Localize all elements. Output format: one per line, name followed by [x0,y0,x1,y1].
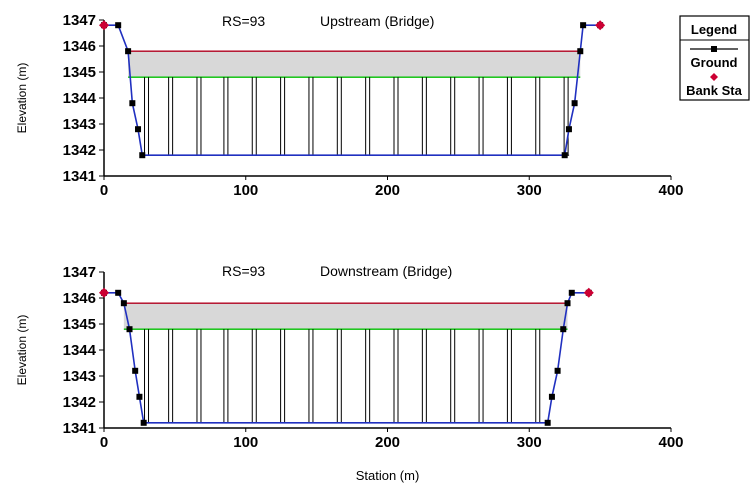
ground-point [136,393,143,400]
ground-point [548,393,555,400]
ground-point [561,152,568,159]
x-tick-label: 300 [517,182,542,199]
x-tick-label: 400 [658,182,683,199]
y-tick-label: 1343 [63,368,96,385]
y-tick-label: 1347 [63,264,96,281]
bridge-deck-fill [128,51,581,78]
legend-title: Legend [691,22,737,37]
ground-point [560,326,567,333]
legend-ground-marker [711,46,717,52]
bank-station-point [595,20,606,31]
ground-point [565,126,572,133]
x-tick-label: 400 [658,434,683,451]
y-tick-label: 1346 [63,290,96,307]
y-axis-label: Elevation (m) [15,63,29,134]
ground-point [132,367,139,374]
y-tick-label: 1342 [63,142,96,159]
upstream-panel: 1341 1342 1343 1344 1345 1346 1347 0 100 200 300 40… [15,12,684,199]
x-tick-label: 0 [100,182,108,199]
legend-bank-label: Bank Sta [686,83,742,98]
ground-point [135,126,142,133]
x-tick-label: 200 [375,434,400,451]
ground-line [104,24,601,156]
y-tick-label: 1343 [63,116,96,133]
ground-point [568,289,575,296]
ground-point [120,300,127,307]
ground-point [564,300,571,307]
ground-point [129,100,136,107]
ground-point [115,22,122,29]
ground-point [115,289,122,296]
legend-box [679,15,750,101]
ground-point [577,48,584,55]
x-tick-label: 100 [233,434,258,451]
x-tick-label: 100 [233,182,258,199]
ground-point [544,419,551,426]
bank-station-point [99,20,109,31]
x-tick-label: 300 [517,434,542,451]
y-tick-label: 1346 [63,38,96,55]
bank-station-point [583,287,594,298]
y-tick-label: 1347 [63,12,96,29]
legend: Legend Ground Bank Sta [679,15,750,101]
chart-title-rs: RS=93 [222,13,265,29]
chart-title-rs: RS=93 [222,263,265,279]
y-tick-label: 1345 [63,316,96,333]
y-tick-label: 1344 [63,90,97,107]
legend-bank-marker [710,73,718,81]
legend-ground-label: Ground [691,55,738,70]
bank-station-point [99,287,109,298]
ground-point [554,367,561,374]
ground-point [571,100,578,107]
y-tick-label: 1341 [63,420,96,437]
x-tick-label: 0 [100,434,108,451]
y-tick-label: 1342 [63,394,96,411]
ground-point [139,152,146,159]
ground-point [140,419,147,426]
chart-title-location: Upstream (Bridge) [320,13,434,29]
y-tick-label: 1341 [63,168,96,185]
x-tick-label: 200 [375,182,400,199]
y-tick-label: 1344 [63,342,97,359]
downstream-panel: 1341 1342 1343 1344 1345 1346 1347 0 100 200 300 40… [15,263,684,483]
x-axis-label: Station (m) [356,468,420,483]
y-axis-label: Elevation (m) [15,315,29,386]
ground-line [104,291,589,424]
ground-point [580,22,587,29]
ground-point [125,48,132,55]
ground-point [126,326,133,333]
chart-title-location: Downstream (Bridge) [320,263,452,279]
y-tick-label: 1345 [63,64,96,81]
bridge-deck-fill [123,303,568,330]
